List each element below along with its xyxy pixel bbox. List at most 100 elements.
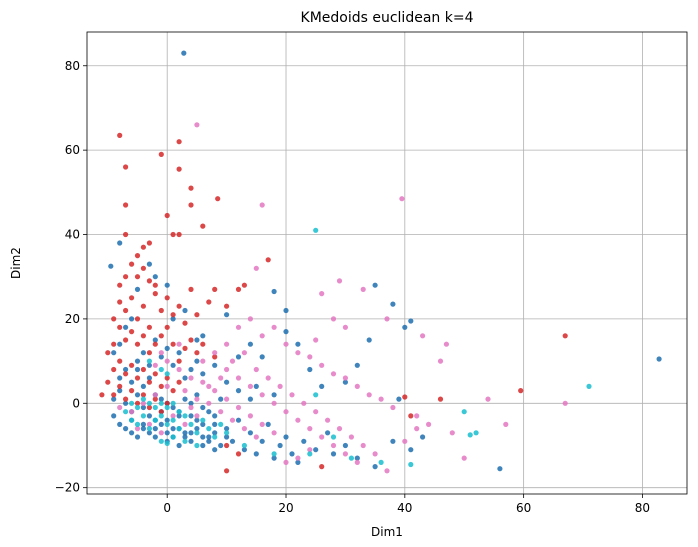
scatter-point-cluster-1 [177,304,182,309]
x-axis-label: Dim1 [371,525,403,539]
scatter-point-cluster-3 [194,443,199,448]
scatter-point-cluster-0 [236,388,241,393]
scatter-point-cluster-2 [236,375,241,380]
scatter-point-cluster-1 [129,329,134,334]
scatter-point-cluster-3 [159,439,164,444]
scatter-point-cluster-0 [260,354,265,359]
scatter-point-cluster-1 [105,380,110,385]
scatter-point-cluster-2 [248,316,253,321]
scatter-point-cluster-0 [289,451,294,456]
y-tick-label: 60 [65,143,80,157]
scatter-point-cluster-3 [159,401,164,406]
scatter-point-cluster-0 [135,392,140,397]
scatter-point-cluster-1 [111,392,116,397]
scatter-point-cluster-2 [272,325,277,330]
scatter-point-cluster-1 [236,451,241,456]
scatter-point-cluster-0 [283,329,288,334]
scatter-point-cluster-0 [373,283,378,288]
scatter-point-cluster-3 [272,451,277,456]
scatter-point-cluster-2 [349,434,354,439]
scatter-point-cluster-0 [129,430,134,435]
scatter-point-cluster-0 [283,434,288,439]
scatter-point-cluster-2 [331,316,336,321]
scatter-point-cluster-1 [236,287,241,292]
scatter-point-cluster-0 [331,451,336,456]
scatter-point-cluster-2 [206,384,211,389]
scatter-point-cluster-0 [408,318,413,323]
scatter-point-cluster-0 [135,287,140,292]
scatter-point-cluster-0 [248,430,253,435]
scatter-point-cluster-0 [420,434,425,439]
scatter-point-cluster-0 [141,350,146,355]
scatter-point-cluster-2 [212,388,217,393]
scatter-point-cluster-2 [260,422,265,427]
scatter-point-cluster-0 [212,447,217,452]
scatter-point-cluster-0 [194,337,199,342]
scatter-point-cluster-0 [165,430,170,435]
scatter-point-cluster-1 [153,291,158,296]
scatter-point-cluster-3 [171,401,176,406]
scatter-point-cluster-2 [379,397,384,402]
scatter-point-cluster-3 [206,426,211,431]
scatter-point-cluster-3 [177,426,182,431]
scatter-point-cluster-1 [123,274,128,279]
scatter-point-cluster-1 [188,202,193,207]
scatter-point-cluster-0 [117,375,122,380]
scatter-point-cluster-0 [147,413,152,418]
scatter-point-cluster-3 [159,367,164,372]
scatter-point-cluster-1 [165,295,170,300]
scatter-point-cluster-0 [188,413,193,418]
scatter-point-cluster-0 [657,356,662,361]
scatter-point-cluster-2 [384,468,389,473]
scatter-point-cluster-0 [177,350,182,355]
scatter-point-cluster-3 [224,430,229,435]
scatter-point-cluster-3 [188,422,193,427]
scatter-point-cluster-0 [182,397,187,402]
scatter-point-cluster-3 [177,409,182,414]
scatter-point-cluster-2 [337,426,342,431]
scatter-point-cluster-1 [123,397,128,402]
scatter-point-cluster-3 [147,359,152,364]
chart-title: KMedoids euclidean k=4 [301,10,474,26]
scatter-point-cluster-1 [182,321,187,326]
scatter-point-cluster-2 [200,380,205,385]
scatter-point-cluster-0 [200,371,205,376]
scatter-point-cluster-0 [236,354,241,359]
x-tick-label: 80 [635,501,650,515]
scatter-point-cluster-2 [289,392,294,397]
scatter-point-cluster-1 [129,363,134,368]
scatter-point-cluster-3 [153,405,158,410]
scatter-point-cluster-0 [212,422,217,427]
scatter-point-cluster-1 [141,266,146,271]
scatter-point-cluster-2 [182,388,187,393]
scatter-point-cluster-1 [111,342,116,347]
scatter-point-cluster-2 [254,434,259,439]
x-tick-label: 40 [397,501,412,515]
scatter-point-cluster-2 [212,350,217,355]
scatter-point-cluster-1 [438,397,443,402]
scatter-point-cluster-2 [165,359,170,364]
scatter-point-cluster-1 [188,186,193,191]
scatter-point-cluster-3 [165,422,170,427]
scatter-point-cluster-0 [212,413,217,418]
scatter-point-cluster-2 [319,363,324,368]
scatter-point-cluster-3 [474,430,479,435]
scatter-point-cluster-2 [444,342,449,347]
scatter-point-cluster-3 [331,434,336,439]
scatter-point-cluster-2 [355,460,360,465]
scatter-point-cluster-3 [586,384,591,389]
scatter-point-cluster-0 [117,422,122,427]
scatter-point-cluster-3 [462,409,467,414]
scatter-point-cluster-1 [177,139,182,144]
scatter-point-cluster-1 [212,287,217,292]
y-tick-label: 80 [65,59,80,73]
scatter-point-cluster-1 [206,299,211,304]
scatter-point-cluster-1 [177,232,182,237]
scatter-point-cluster-0 [108,264,113,269]
scatter-point-cluster-1 [177,380,182,385]
scatter-point-cluster-1 [117,325,122,330]
scatter-point-cluster-2 [313,409,318,414]
scatter-point-cluster-1 [177,167,182,172]
x-tick-label: 60 [516,501,531,515]
scatter-point-cluster-0 [123,426,128,431]
